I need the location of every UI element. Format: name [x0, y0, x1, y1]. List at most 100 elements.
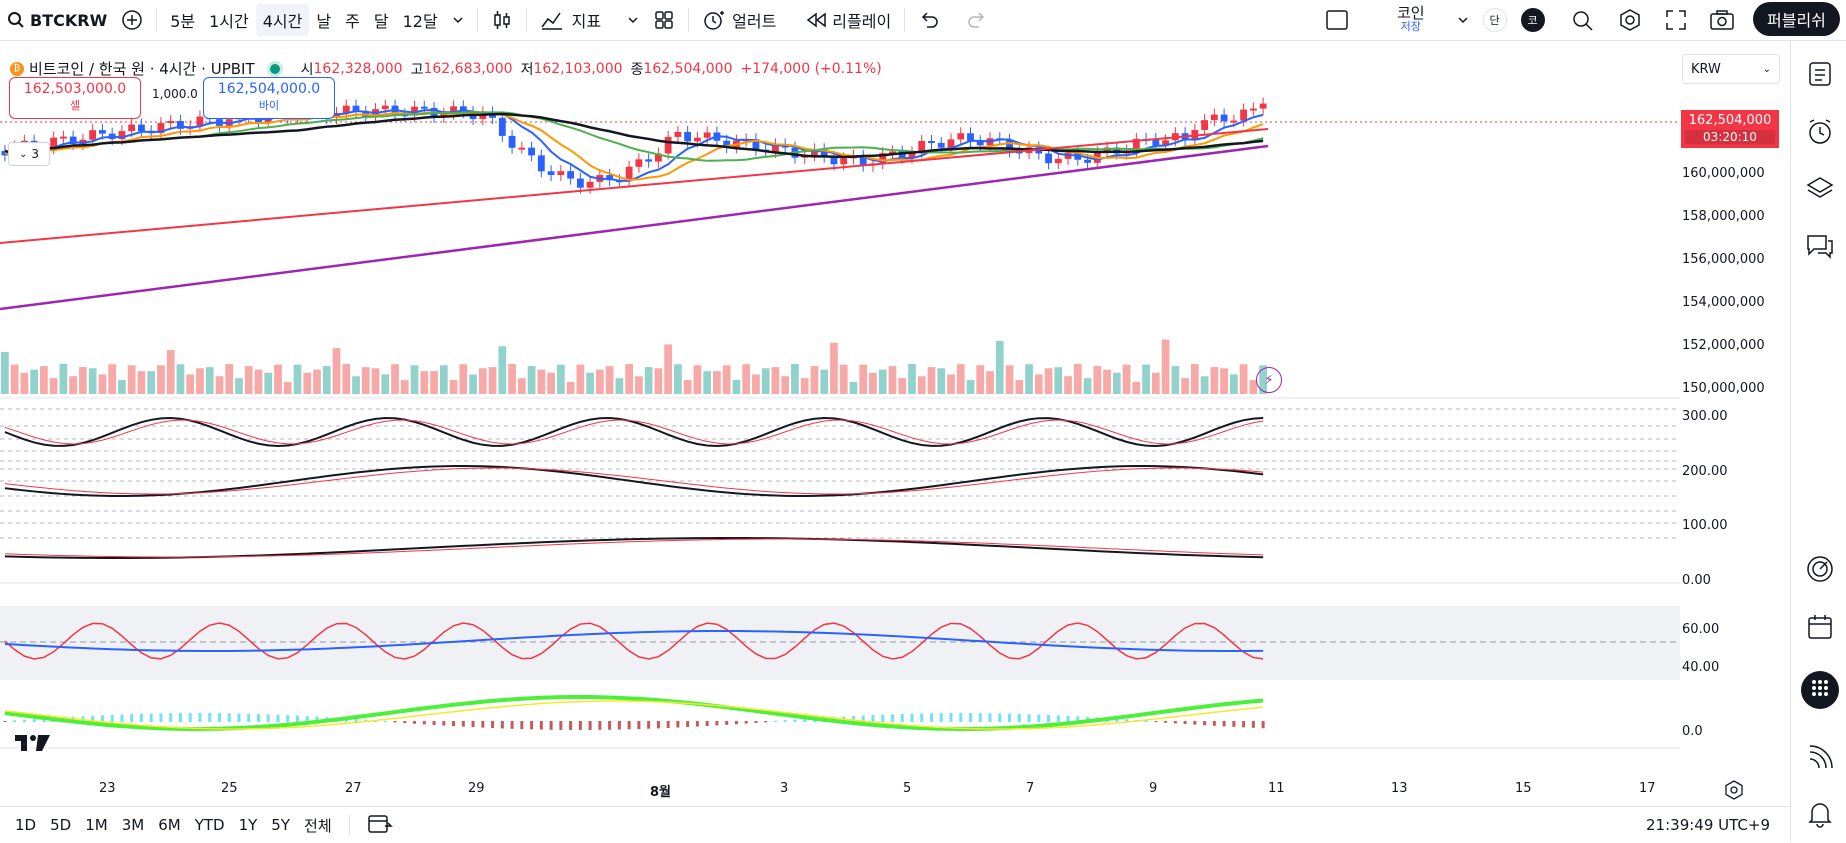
layout-name-button[interactable]: 코인 저장 [1390, 4, 1432, 36]
indicator-collapse-button[interactable]: ⌄ 3 [8, 142, 50, 166]
chevron-down-icon: ⌄ [18, 148, 28, 160]
range-3m[interactable]: 3M [121, 816, 145, 834]
range-1m[interactable]: 1M [85, 816, 108, 834]
chat-button[interactable] [1805, 233, 1835, 263]
indicators-button[interactable]: 지표 [533, 4, 646, 36]
macd-histogram-bar [656, 721, 660, 729]
rsi-axis-label: 40.00 [1682, 660, 1720, 675]
range-5y[interactable]: 5Y [271, 816, 291, 834]
symbol-search[interactable]: BTCKRW [0, 4, 114, 36]
stream-button[interactable] [1805, 745, 1835, 775]
single-label: 단 [1482, 8, 1507, 32]
ideas-button[interactable] [1805, 556, 1835, 586]
sell-button[interactable]: 162,503,000.0 셀 [9, 77, 141, 119]
interval-dropdown[interactable] [445, 4, 471, 36]
candle-body [138, 124, 145, 132]
interval-1h[interactable]: 1시간 [209, 12, 249, 31]
clock[interactable]: 21:39:49 UTC+9 [1646, 816, 1770, 834]
volume-bar [986, 371, 994, 394]
avatar: 코 [1520, 8, 1545, 32]
symbol-title[interactable]: 비트코인 / 한국 원 · 4시간 · UPBIT [29, 60, 255, 78]
osc-axis-label: 0.00 [1682, 573, 1711, 588]
layout-dropdown[interactable] [1450, 4, 1476, 36]
bitcoin-icon: ₿ [10, 61, 24, 76]
volume-bar [293, 364, 302, 394]
candle-body [654, 153, 662, 162]
buy-button[interactable]: 162,504,000.0 바이 [203, 77, 335, 119]
range-ytd[interactable]: YTD [194, 816, 225, 834]
candle-body [1152, 138, 1160, 146]
single-chart-badge[interactable]: 단 [1476, 4, 1514, 36]
settings-button[interactable] [1610, 4, 1650, 36]
volume-bar [118, 380, 126, 394]
replay-button[interactable]: 리플레이 [797, 4, 898, 36]
user-avatar[interactable]: 코 [1514, 4, 1552, 36]
high-value: 162,683,000 [423, 60, 513, 77]
candle-body [967, 133, 974, 142]
candle-body [1015, 151, 1023, 154]
layouts-button[interactable] [646, 4, 682, 36]
alert-button[interactable]: 얼러트 [695, 4, 783, 36]
alerts-panel-button[interactable] [1805, 119, 1835, 149]
apps-button[interactable] [1801, 671, 1839, 709]
calendar-button[interactable] [1805, 614, 1835, 644]
buy-price: 162,504,000.0 [217, 81, 321, 97]
plus-circle-icon [121, 9, 143, 31]
change-value: +174,000 (+0.11%) [740, 60, 882, 77]
rsi-band [0, 606, 1680, 680]
watchlist-button[interactable] [1805, 61, 1835, 91]
candle-body [508, 135, 516, 148]
redo-button[interactable] [959, 4, 995, 36]
interval-week[interactable]: 주 [345, 12, 360, 31]
layout-toggle-button[interactable] [1318, 4, 1356, 36]
interval-month[interactable]: 달 [373, 12, 389, 31]
volume-bar [791, 364, 799, 394]
time-axis-label: 9 [1149, 781, 1158, 796]
price-axis-label: 152,000,000 [1682, 338, 1765, 353]
undo-button[interactable] [911, 4, 947, 36]
candle-body [1220, 114, 1228, 122]
snapshot-button[interactable] [1702, 4, 1742, 36]
interval-4h[interactable]: 4시간 [255, 4, 310, 36]
goto-date-button[interactable] [360, 812, 400, 838]
chart-canvas[interactable] [0, 41, 1790, 801]
candle-body [918, 141, 926, 153]
macd-histogram-bar [939, 713, 943, 722]
candle-body [1045, 153, 1052, 164]
currency-select[interactable]: KRW ⌄ [1682, 54, 1780, 84]
candle-body [118, 131, 126, 140]
chart-area[interactable] [0, 41, 1790, 801]
axis-settings-button[interactable] [1724, 780, 1744, 804]
interval-5m[interactable]: 5분 [170, 12, 196, 31]
range-6m[interactable]: 6M [158, 816, 181, 834]
fullscreen-button[interactable] [1658, 4, 1694, 36]
range-1d[interactable]: 1D [15, 816, 37, 834]
range-all[interactable]: 전체 [304, 816, 332, 835]
volume-bar [976, 365, 985, 394]
candle-body [664, 136, 672, 154]
volume-bar [147, 371, 156, 394]
chat-icon [1806, 233, 1834, 263]
volume-bar [322, 366, 331, 394]
market-status-icon[interactable] [266, 60, 283, 77]
notifications-button[interactable] [1805, 801, 1835, 831]
interval-day[interactable]: 날 [316, 12, 332, 31]
object-tree-button[interactable] [1805, 176, 1835, 206]
alarm-clock-icon [702, 9, 726, 31]
indicators-label: 지표 [571, 12, 602, 31]
volume-bar [722, 365, 731, 394]
macd-histogram-bar [13, 720, 17, 722]
publish-button[interactable]: 퍼블리쉬 [1753, 2, 1840, 36]
range-1y[interactable]: 1Y [238, 816, 258, 834]
volume-bar [956, 364, 965, 394]
bar-countdown: 03:20:10 [1685, 130, 1775, 144]
compare-button[interactable] [114, 4, 150, 36]
interval-12month[interactable]: 12달 [402, 12, 438, 31]
macd-histogram-bar [988, 713, 992, 722]
separator [476, 8, 478, 32]
range-5d[interactable]: 5D [50, 816, 72, 834]
chart-type-button[interactable] [484, 4, 520, 36]
candle-body [352, 105, 360, 112]
quick-search-button[interactable] [1564, 4, 1602, 36]
volume-lightning-icon[interactable]: ⚡ [1256, 367, 1282, 393]
